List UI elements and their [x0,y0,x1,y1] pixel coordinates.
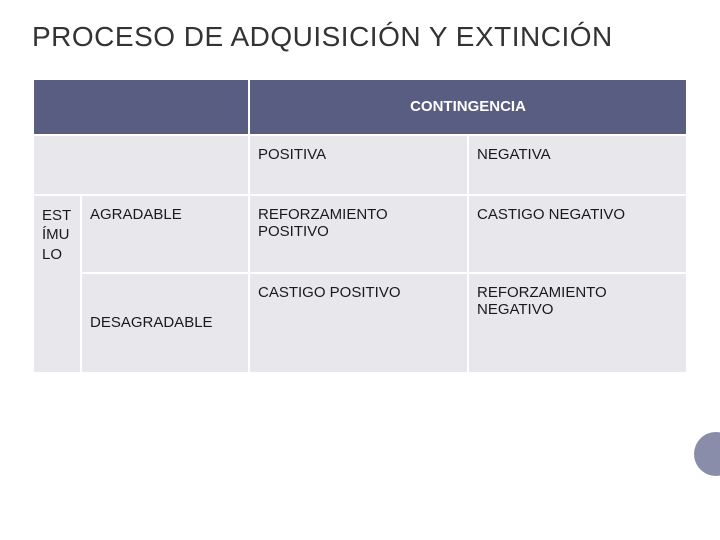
row-desagradable: DESAGRADABLE [81,273,249,373]
row-label-estimulo: ESTÍMULO [33,195,81,373]
header-contingencia: CONTINGENCIA [249,79,687,135]
cell-reforzamiento-positivo: REFORZAMIENTO POSITIVO [249,195,468,273]
slide: PROCESO DE ADQUISICIÓN Y EXTINCIÓN CONTI… [0,0,720,540]
contingency-table: CONTINGENCIA POSITIVA NEGATIVA ESTÍMULO … [32,78,688,374]
row-agradable: AGRADABLE [81,195,249,273]
col-negativa: NEGATIVA [468,135,687,195]
col-positiva: POSITIVA [249,135,468,195]
subheader-blank [33,135,249,195]
page-title: PROCESO DE ADQUISICIÓN Y EXTINCIÓN [32,20,688,54]
header-blank [33,79,249,135]
decorative-circle [694,432,720,476]
cell-castigo-positivo: CASTIGO POSITIVO [249,273,468,373]
cell-castigo-negativo: CASTIGO NEGATIVO [468,195,687,273]
cell-reforzamiento-negativo: REFORZAMIENTO NEGATIVO [468,273,687,373]
